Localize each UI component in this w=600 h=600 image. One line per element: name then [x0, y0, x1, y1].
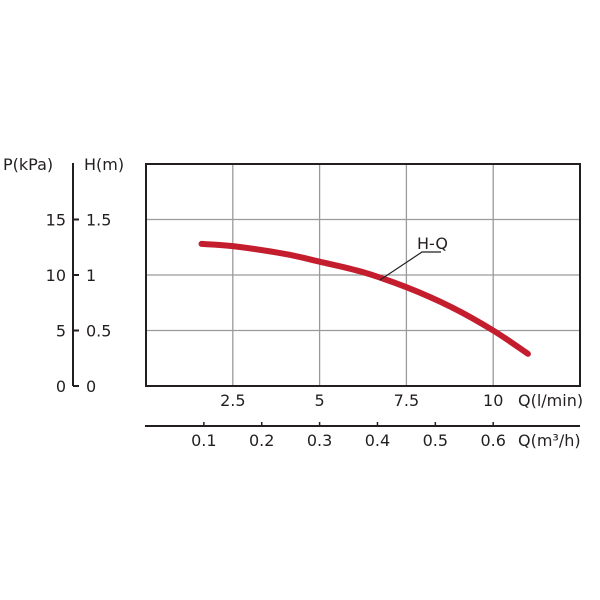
x2-tick-label: 0.1 — [191, 431, 216, 450]
series-line-hq — [198, 240, 531, 357]
y2-tick-label: 5 — [56, 322, 66, 341]
series-label-hq: H-Q — [417, 234, 448, 253]
y2-tick-label: 10 — [46, 266, 66, 285]
y-tick-label: 1.5 — [86, 211, 111, 230]
y-tick-label: 1 — [86, 266, 96, 285]
x2-tick-label: 0.4 — [365, 431, 390, 450]
y-tick-label: 0 — [86, 377, 96, 396]
y2-axis-label: P(kPa) — [3, 155, 53, 174]
x-tick-label: 5 — [315, 391, 325, 410]
hq-leader-line — [379, 251, 441, 281]
x-tick-label: 2.5 — [220, 391, 245, 410]
x2-tick-label: 0.6 — [480, 431, 505, 450]
plot-frame — [145, 163, 581, 387]
y2-tick-label: 0 — [56, 377, 66, 396]
x2-axis-label: Q(m³/h) — [518, 431, 581, 450]
y2-tick-label: 15 — [46, 211, 66, 230]
x-axis-label: Q(l/min) — [518, 391, 583, 410]
x-tick-label: 7.5 — [394, 391, 419, 410]
x-tick-label: 10 — [483, 391, 503, 410]
x2-tick-label: 0.5 — [423, 431, 448, 450]
y-axis-label: H(m) — [84, 155, 124, 174]
x2-tick-label: 0.2 — [249, 431, 274, 450]
x2-tick-label: 0.3 — [307, 431, 332, 450]
y-tick-label: 0.5 — [86, 322, 111, 341]
